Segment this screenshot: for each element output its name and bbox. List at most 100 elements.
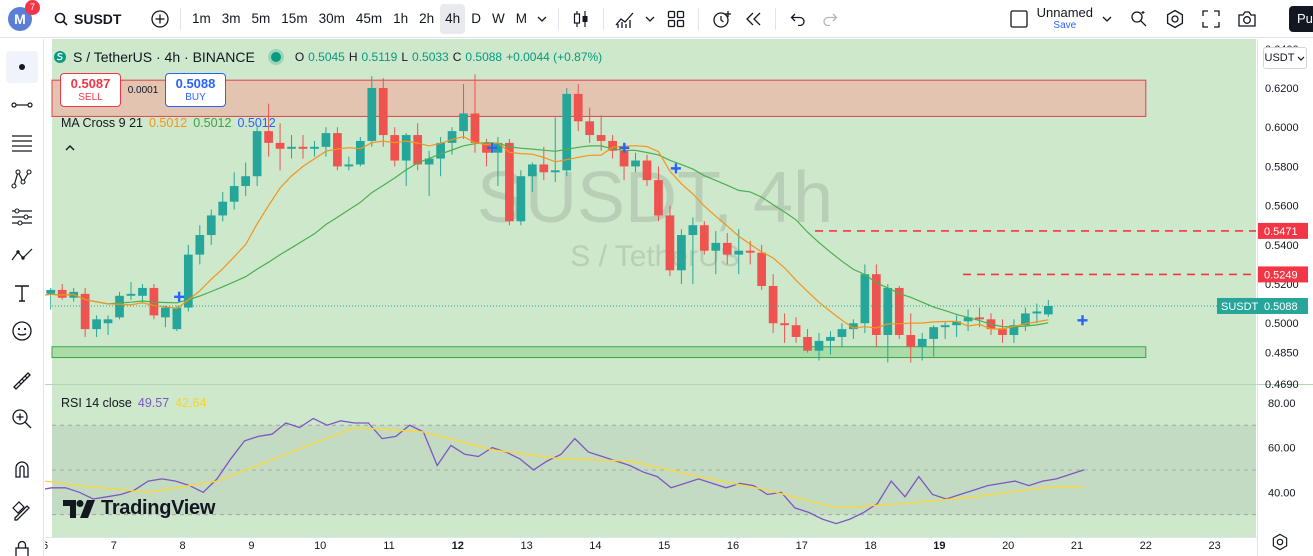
gear-icon (1272, 533, 1288, 551)
current-price-tag (1258, 297, 1308, 314)
lock-tool[interactable] (6, 533, 38, 556)
candle-body (355, 140, 365, 165)
low-value: 0.5033 (412, 50, 449, 64)
rsi-legend[interactable]: RSI 14 close 49.57 42.64 (61, 396, 206, 410)
interval-d-button[interactable]: D (471, 11, 481, 26)
cursor-tool[interactable] (6, 51, 38, 83)
sell-button[interactable]: 0.5087 SELL (60, 73, 121, 107)
candle-body (298, 146, 308, 149)
candle-body (699, 225, 709, 251)
rsi-ma-line (45, 426, 1084, 509)
replay-button[interactable] (739, 4, 769, 34)
interval-3m-button[interactable]: 3m (221, 11, 241, 26)
icons-tool[interactable] (6, 315, 38, 347)
candle-body (57, 289, 67, 298)
open-key: O (294, 50, 305, 64)
ma-cross-legend[interactable]: MA Cross 9 21 0.5012 0.5012 0.5012 (61, 116, 276, 130)
candle-body (883, 287, 893, 335)
layout-checkbox[interactable] (1007, 4, 1031, 34)
user-avatar[interactable]: M 7 (8, 0, 40, 31)
interval-5m-button[interactable]: 5m (251, 11, 271, 26)
candle-body (677, 235, 686, 271)
candle-body (722, 242, 732, 255)
layout-name-button[interactable]: Unnamed Save (1037, 5, 1093, 31)
magnet-tool[interactable] (6, 453, 38, 485)
chart-pane[interactable]: SUSDT, 4hS / TetherUS0.64000.62000.60000… (45, 39, 1313, 556)
projection-tool[interactable] (6, 239, 38, 271)
zoom-in-tool[interactable] (6, 403, 38, 435)
trend-line-tool[interactable] (6, 89, 38, 121)
interval-w-button[interactable]: W (491, 11, 505, 26)
time-tick-label: 17 (796, 540, 808, 552)
candle-body (287, 146, 296, 149)
time-tick-label: 9 (248, 540, 254, 552)
series-legend: S / TetherUS · 4h · BINANCE O 0.5045 H 0.5… (53, 49, 602, 65)
quick-search-button[interactable] (1121, 4, 1157, 34)
interval-2h-button[interactable]: 2h (419, 11, 435, 26)
text-t-icon (15, 285, 29, 302)
templates-button[interactable] (660, 4, 692, 34)
alert-button[interactable] (705, 4, 739, 34)
candle-body (929, 327, 939, 339)
time-tick-label: 21 (1071, 540, 1083, 552)
interval-1m-button[interactable]: 1m (192, 11, 211, 26)
candle-body (906, 334, 916, 347)
symbol-search-button[interactable]: SUSDT (54, 11, 146, 27)
interval-15m-button[interactable]: 15m (281, 11, 308, 26)
ma-fast-value: 0.5012 (148, 116, 188, 130)
chart-type-button[interactable] (565, 4, 597, 34)
undo-button[interactable] (782, 4, 814, 34)
candle-body (975, 317, 984, 320)
candle-body (849, 323, 858, 330)
settings-button[interactable] (1157, 4, 1193, 34)
top-toolbar: M 7 SUSDT 1m 3m 5m 15m 30m 45m 1h 2h 4h D W M (0, 0, 1313, 38)
interval-1h-button[interactable]: 1h (393, 11, 409, 26)
low-key: L (401, 50, 409, 64)
collapse-legend-button[interactable] (65, 140, 75, 154)
fullscreen-button[interactable] (1193, 4, 1229, 34)
buy-button[interactable]: 0.5088 BUY (165, 73, 226, 107)
candle-body (631, 160, 640, 167)
fib-tool[interactable] (6, 127, 38, 159)
ma-cross-marker (670, 163, 681, 174)
tradingview-logo-icon (63, 499, 95, 518)
indicators-dropdown-button[interactable] (640, 4, 660, 34)
price-tick-label: 0.5800 (1265, 161, 1299, 173)
buy-label: BUY (185, 91, 206, 103)
price-chart-canvas[interactable]: SUSDT, 4hS / TetherUS0.64000.62000.60000… (45, 39, 1313, 556)
candle-body (493, 142, 503, 153)
price-tick-label: 0.6200 (1265, 83, 1299, 95)
chart-settings-button[interactable] (1271, 533, 1289, 556)
publish-button[interactable]: Pu (1289, 5, 1313, 32)
redo-button[interactable] (814, 4, 846, 34)
pattern-tool[interactable] (6, 163, 38, 195)
rewind-icon (746, 12, 761, 25)
ma-cross-value: 0.5012 (237, 116, 276, 130)
interval-30m-button[interactable]: 30m (318, 11, 345, 26)
ma-cross-marker (1077, 315, 1088, 326)
interval-dropdown-button[interactable] (532, 4, 552, 34)
candle-body (562, 93, 572, 171)
layout-dropdown-button[interactable] (1093, 4, 1121, 34)
ma-slow-value: 0.5012 (193, 116, 232, 130)
forecasting-tool[interactable] (6, 201, 38, 233)
drawing-mode-tool[interactable] (6, 495, 38, 527)
indicators-button[interactable] (610, 4, 640, 34)
interval-4h-button[interactable]: 4h (440, 3, 466, 34)
candle-body (688, 225, 698, 236)
text-tool[interactable] (6, 277, 38, 309)
symbol-name-tag-label: SUSDT (1221, 301, 1259, 313)
snapshot-button[interactable] (1229, 4, 1265, 34)
interval-m-button[interactable]: M (515, 11, 527, 26)
candle-body (573, 93, 583, 122)
legend-symbol[interactable]: S / TetherUS · 4h · BINANCE (53, 49, 255, 65)
compare-add-symbol-button[interactable] (146, 4, 174, 34)
candle-body (172, 307, 182, 330)
price-tick-label: 0.5000 (1265, 318, 1299, 330)
tradingview-logo[interactable]: TradingView (63, 497, 215, 520)
ruler-icon (13, 372, 31, 390)
currency-select[interactable]: USDT (1263, 47, 1307, 69)
interval-45m-button[interactable]: 45m (355, 11, 383, 26)
measure-tool[interactable] (6, 365, 38, 397)
ma-cross-marker (619, 142, 630, 153)
